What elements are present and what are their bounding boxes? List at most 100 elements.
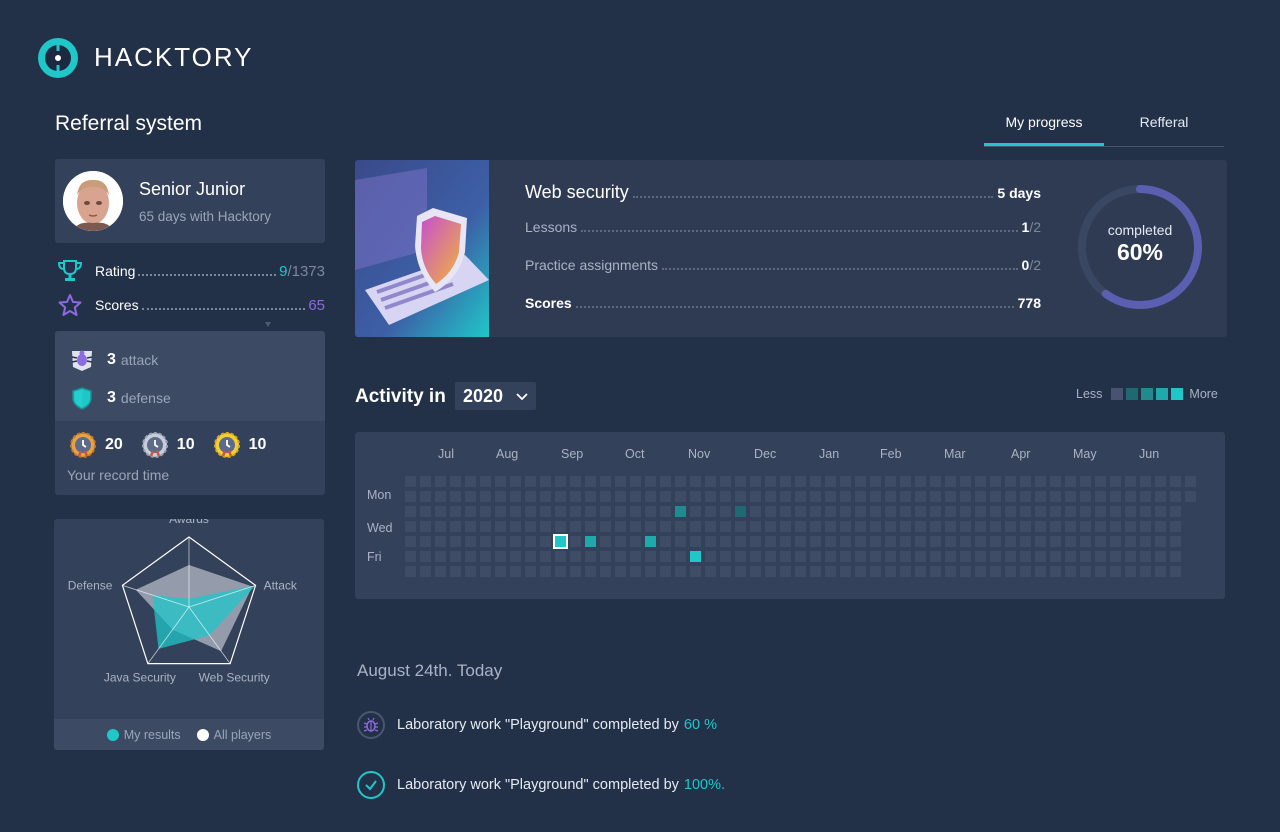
heatmap-cell[interactable] (675, 536, 686, 547)
heatmap-cell[interactable] (975, 476, 986, 487)
heatmap-cell[interactable] (960, 551, 971, 562)
heatmap-cell[interactable] (1140, 491, 1151, 502)
heatmap-cell[interactable] (1080, 476, 1091, 487)
heatmap-cell[interactable] (555, 521, 566, 532)
heatmap-cell[interactable] (1005, 521, 1016, 532)
heatmap-cell[interactable] (630, 536, 641, 547)
heatmap-cell[interactable] (1110, 506, 1121, 517)
legend-my-results[interactable]: My results (106, 728, 181, 742)
heatmap-cell[interactable] (1050, 551, 1061, 562)
heatmap-cell[interactable] (795, 536, 806, 547)
heatmap-cell[interactable] (915, 506, 926, 517)
heatmap-cell[interactable] (525, 536, 536, 547)
heatmap-cell[interactable] (540, 476, 551, 487)
heatmap-cell[interactable] (525, 491, 536, 502)
heatmap-cell[interactable] (1170, 536, 1181, 547)
heatmap-cell[interactable] (675, 551, 686, 562)
heatmap-cell[interactable] (885, 551, 896, 562)
heatmap-cell[interactable] (765, 476, 776, 487)
heatmap-cell[interactable] (1125, 551, 1136, 562)
heatmap-cell[interactable] (435, 551, 446, 562)
heatmap-cell[interactable] (780, 566, 791, 577)
heatmap-cell[interactable] (1050, 506, 1061, 517)
heatmap-cell[interactable] (735, 521, 746, 532)
heatmap-cell[interactable] (795, 506, 806, 517)
heatmap-cell[interactable] (435, 536, 446, 547)
heatmap-cell[interactable] (855, 566, 866, 577)
heatmap-cell[interactable] (885, 566, 896, 577)
heatmap-cell[interactable] (780, 491, 791, 502)
heatmap-cell[interactable] (585, 491, 596, 502)
heatmap-cell[interactable] (900, 506, 911, 517)
heatmap-cell[interactable] (465, 521, 476, 532)
heatmap-cell[interactable] (1185, 491, 1196, 502)
heatmap-cell[interactable] (765, 566, 776, 577)
heatmap-cell[interactable] (480, 521, 491, 532)
heatmap-cell[interactable] (1140, 566, 1151, 577)
heatmap-cell[interactable] (540, 521, 551, 532)
heatmap-cell[interactable] (645, 551, 656, 562)
heatmap-cell[interactable] (720, 536, 731, 547)
heatmap-cell[interactable] (990, 551, 1001, 562)
heatmap-cell[interactable] (420, 536, 431, 547)
heatmap-cell[interactable] (870, 476, 881, 487)
heatmap-cell[interactable] (930, 506, 941, 517)
heatmap-cell[interactable] (630, 506, 641, 517)
heatmap-cell[interactable] (1080, 491, 1091, 502)
heatmap-cell[interactable] (1155, 536, 1166, 547)
heatmap-cell[interactable] (720, 521, 731, 532)
heatmap-cell[interactable] (1020, 476, 1031, 487)
heatmap-cell[interactable] (870, 521, 881, 532)
tab-my-progress[interactable]: My progress (984, 104, 1104, 146)
heatmap-cell[interactable] (1020, 551, 1031, 562)
heatmap-cell[interactable] (885, 536, 896, 547)
heatmap-cell[interactable] (525, 476, 536, 487)
heatmap-cell[interactable] (750, 521, 761, 532)
heatmap-cell[interactable] (1155, 476, 1166, 487)
heatmap-cell[interactable] (600, 476, 611, 487)
heatmap-cell[interactable] (1140, 506, 1151, 517)
heatmap-cell[interactable] (705, 506, 716, 517)
heatmap-cell[interactable] (495, 491, 506, 502)
heatmap-cell[interactable] (870, 566, 881, 577)
heatmap-cell[interactable] (495, 566, 506, 577)
heatmap-cell[interactable] (810, 536, 821, 547)
heatmap-cell[interactable] (960, 521, 971, 532)
heatmap-cell[interactable] (1185, 476, 1196, 487)
heatmap-cell[interactable] (645, 521, 656, 532)
heatmap-cell[interactable] (795, 551, 806, 562)
heatmap-cell[interactable] (765, 551, 776, 562)
heatmap-cell[interactable] (1125, 491, 1136, 502)
heatmap-cell[interactable] (1005, 476, 1016, 487)
heatmap-cell[interactable] (495, 521, 506, 532)
heatmap-cell[interactable] (990, 521, 1001, 532)
heatmap-cell[interactable] (1050, 566, 1061, 577)
heatmap-cell[interactable] (930, 491, 941, 502)
heatmap-cell[interactable] (840, 536, 851, 547)
heatmap-cell[interactable] (1080, 536, 1091, 547)
heatmap-cell[interactable] (735, 536, 746, 547)
heatmap-cell[interactable] (825, 476, 836, 487)
heatmap-cell[interactable] (735, 491, 746, 502)
heatmap-cell[interactable] (810, 521, 821, 532)
heatmap-cell[interactable] (1035, 536, 1046, 547)
legend-all-players[interactable]: All players (196, 728, 271, 742)
heatmap-cell[interactable] (675, 476, 686, 487)
heatmap-cell[interactable] (1125, 476, 1136, 487)
heatmap-cell[interactable] (600, 551, 611, 562)
heatmap-cell[interactable] (600, 536, 611, 547)
heatmap-cell[interactable] (555, 506, 566, 517)
heatmap-cell[interactable] (525, 521, 536, 532)
heatmap-cell[interactable] (1095, 551, 1106, 562)
heatmap-cell[interactable] (945, 551, 956, 562)
heatmap-cell[interactable] (1020, 506, 1031, 517)
heatmap-cell[interactable] (540, 536, 551, 547)
heatmap-cell[interactable] (1155, 491, 1166, 502)
heatmap-cell[interactable] (480, 536, 491, 547)
heatmap-cell[interactable] (1095, 536, 1106, 547)
heatmap-cell[interactable] (1065, 521, 1076, 532)
heatmap-cell[interactable] (480, 506, 491, 517)
heatmap-cell[interactable] (1065, 476, 1076, 487)
heatmap-cell[interactable] (855, 491, 866, 502)
heatmap-cell[interactable] (885, 476, 896, 487)
